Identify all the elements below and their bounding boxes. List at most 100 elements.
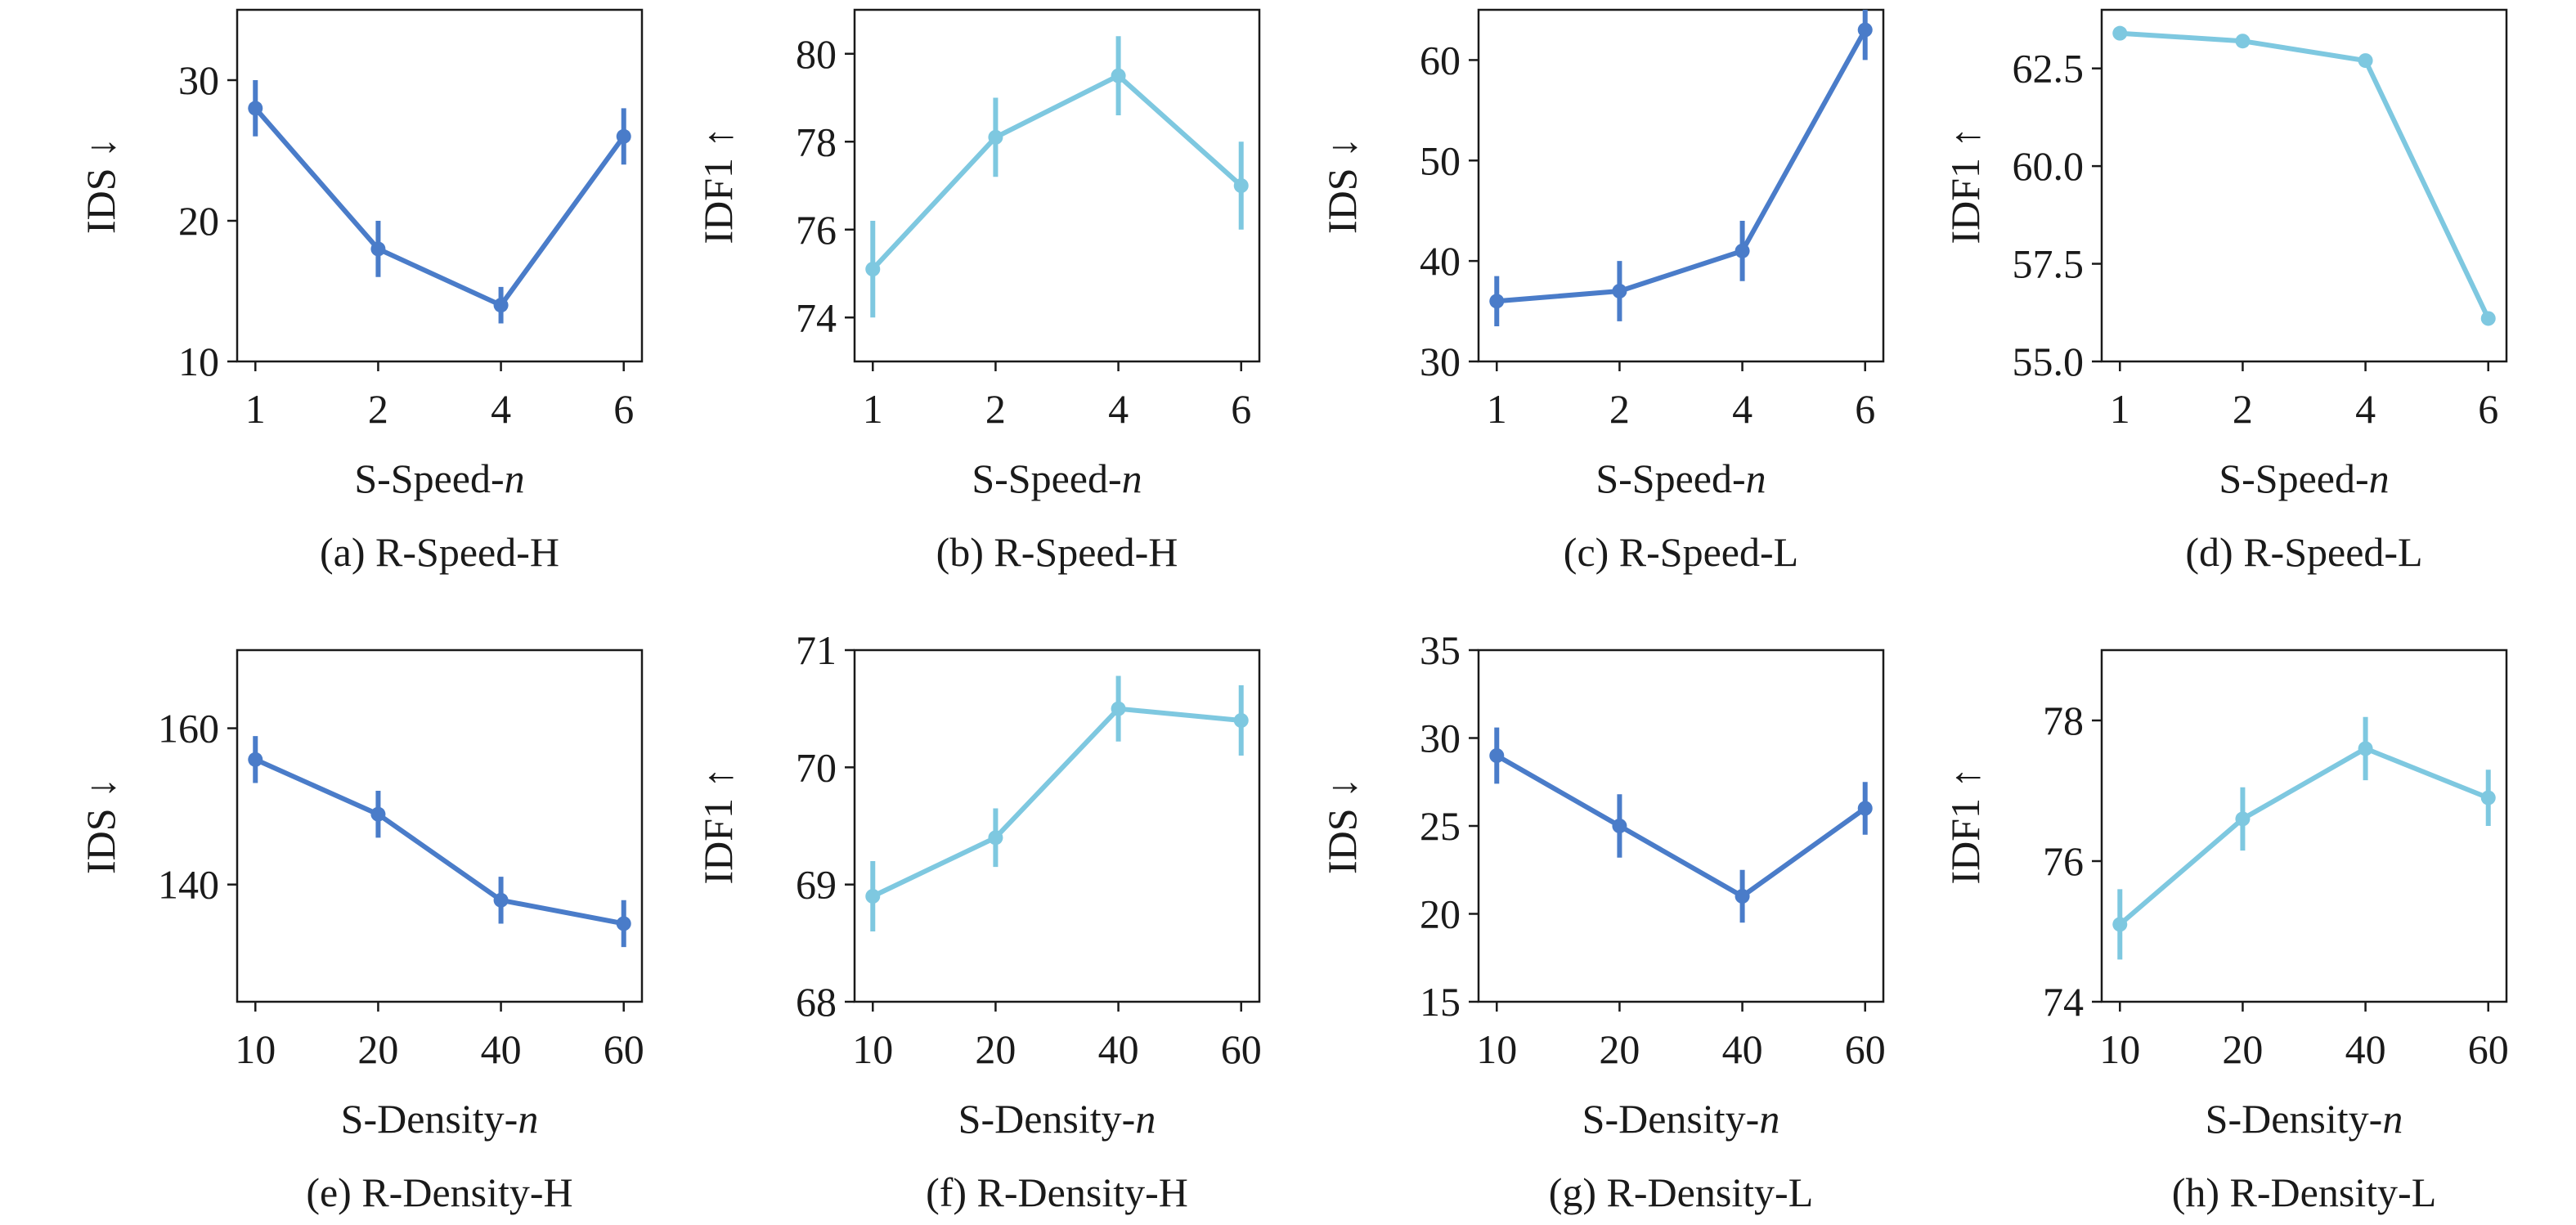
data-point [1735,889,1750,904]
x-axis-label-variable: n [1135,1096,1156,1142]
x-tick-label: 40 [1098,1026,1139,1072]
data-point [493,298,509,313]
y-tick-label: 55.0 [2013,339,2085,384]
y-tick-label: 76 [2043,838,2084,884]
data-point [2480,790,2496,805]
data-point [2235,34,2251,49]
x-axis-label: S-Speed-n [354,455,524,501]
x-tick-label: 6 [1231,386,1251,432]
plot-frame [2100,648,2508,1003]
x-tick-label: 40 [481,1026,522,1072]
x-tick-label: 4 [1732,386,1752,432]
x-axis-label-text: S-Density- [2206,1096,2383,1142]
y-tick-label: 20 [178,198,219,244]
x-axis-label-text: S-Density- [1582,1096,1760,1142]
series-marks [1489,10,1873,326]
data-point [1233,178,1249,193]
y-tick-label: 30 [1420,339,1461,384]
y-tick-label: 69 [796,862,837,908]
plot-frame [1477,648,1885,1003]
x-tick-label: 6 [2478,386,2498,432]
data-point [988,830,1003,846]
x-axis-label-variable: n [1759,1096,1779,1142]
data-point [1489,294,1505,309]
plot-frame [1477,8,1885,363]
y-tick-label: 70 [796,744,837,790]
series-line [872,706,1241,899]
x-tick-label: 60 [604,1026,644,1072]
x-axis-label-text: S-Speed- [354,455,504,501]
x-axis-label-variable: n [1122,455,1142,501]
x-axis-label: S-Density-n [341,1096,539,1142]
data-point [2112,917,2128,932]
y-axis-label: IDF1 ↑ [1942,767,1988,884]
data-point [2480,311,2496,326]
x-tick-label: 1 [2110,386,2130,432]
x-axis-label-text: S-Speed- [2219,455,2368,501]
x-axis-label-text: S-Speed- [1595,455,1745,501]
chart-panel-a: 10 20 30 1 2 4 6 S-Speed-n IDS ↓ (a) R-Speed-H [78,8,644,575]
y-tick-label: 71 [796,627,837,673]
y-tick-label: 74 [796,294,837,340]
series-marks [2112,25,2496,326]
series-line [2120,30,2491,320]
y-axis-label: IDF1 ↑ [695,767,741,884]
x-tick-label: 60 [1845,1026,1886,1072]
x-axis-label-variable: n [505,455,525,501]
data-point [493,892,509,908]
x-tick-label: 2 [2233,386,2253,432]
y-tick-label: 60.0 [2013,143,2085,189]
y-tick-label: 57.5 [2013,241,2085,287]
y-tick-label: 60 [1420,37,1461,83]
x-tick-label: 1 [245,386,266,432]
x-tick-label: 1 [1487,386,1507,432]
x-tick-label: 1 [863,386,883,432]
y-tick-label: 78 [796,119,837,164]
data-point [616,128,631,144]
x-axis-label: S-Density-n [1582,1096,1780,1142]
data-point [1489,748,1505,763]
x-tick-label: 40 [1722,1026,1763,1072]
y-tick-label: 35 [1420,627,1461,673]
data-point [865,889,881,904]
y-tick-label: 76 [796,207,837,253]
x-tick-label: 20 [975,1026,1016,1072]
chart-panel-c: 30 40 50 60 1 2 4 6 S-Speed-n IDS ↓ (c) R-Speed-L [1319,8,1885,575]
subplot-caption: (a) R-Speed-H [320,529,559,575]
series-line [1495,753,1867,899]
data-point [2112,25,2128,41]
data-point [370,241,386,257]
x-axis-label: S-Speed-n [2219,455,2389,501]
y-tick-label: 80 [796,31,837,77]
x-axis-label-text: S-Speed- [972,455,1121,501]
series-marks [2112,716,2496,960]
series-marks [865,675,1249,931]
x-tick-label: 4 [491,386,511,432]
data-point [370,806,386,822]
chart-panel-d: 55.0 57.5 60.0 62.5 1 2 4 6 S-Speed-n IDF1 ↑ (d) R… [1942,8,2508,575]
x-axis-label: S-Speed-n [972,455,1142,501]
chart-panel-e: 140 160 10 20 40 60 S-Density-n IDS ↓ (e) R-Dens… [78,648,644,1215]
data-point [1735,243,1750,258]
x-tick-label: 2 [985,386,1006,432]
x-axis-label-text: S-Density- [341,1096,518,1142]
y-axis-label: IDS ↓ [78,778,123,874]
series-marks [248,80,631,324]
y-tick-label: 140 [158,862,219,908]
series-line [1497,29,1868,304]
y-axis-label: IDS ↓ [1319,137,1365,234]
x-tick-label: 6 [1855,386,1875,432]
y-axis-label: IDS ↓ [78,137,123,234]
series-marks [865,36,1249,318]
y-tick-label: 62.5 [2013,46,2085,92]
data-point [2358,741,2373,756]
chart-panel-b: 74 76 78 80 1 2 4 6 S-Speed-n IDF1 ↑ (b) R-Speed-H [695,8,1261,575]
subplot-caption: (f) R-Density-H [926,1169,1188,1215]
series-line [2118,746,2489,927]
plot-frame [236,648,644,1003]
y-tick-label: 25 [1420,803,1461,849]
data-point [1233,713,1249,728]
data-point [865,262,881,277]
x-tick-label: 20 [2222,1026,2263,1072]
